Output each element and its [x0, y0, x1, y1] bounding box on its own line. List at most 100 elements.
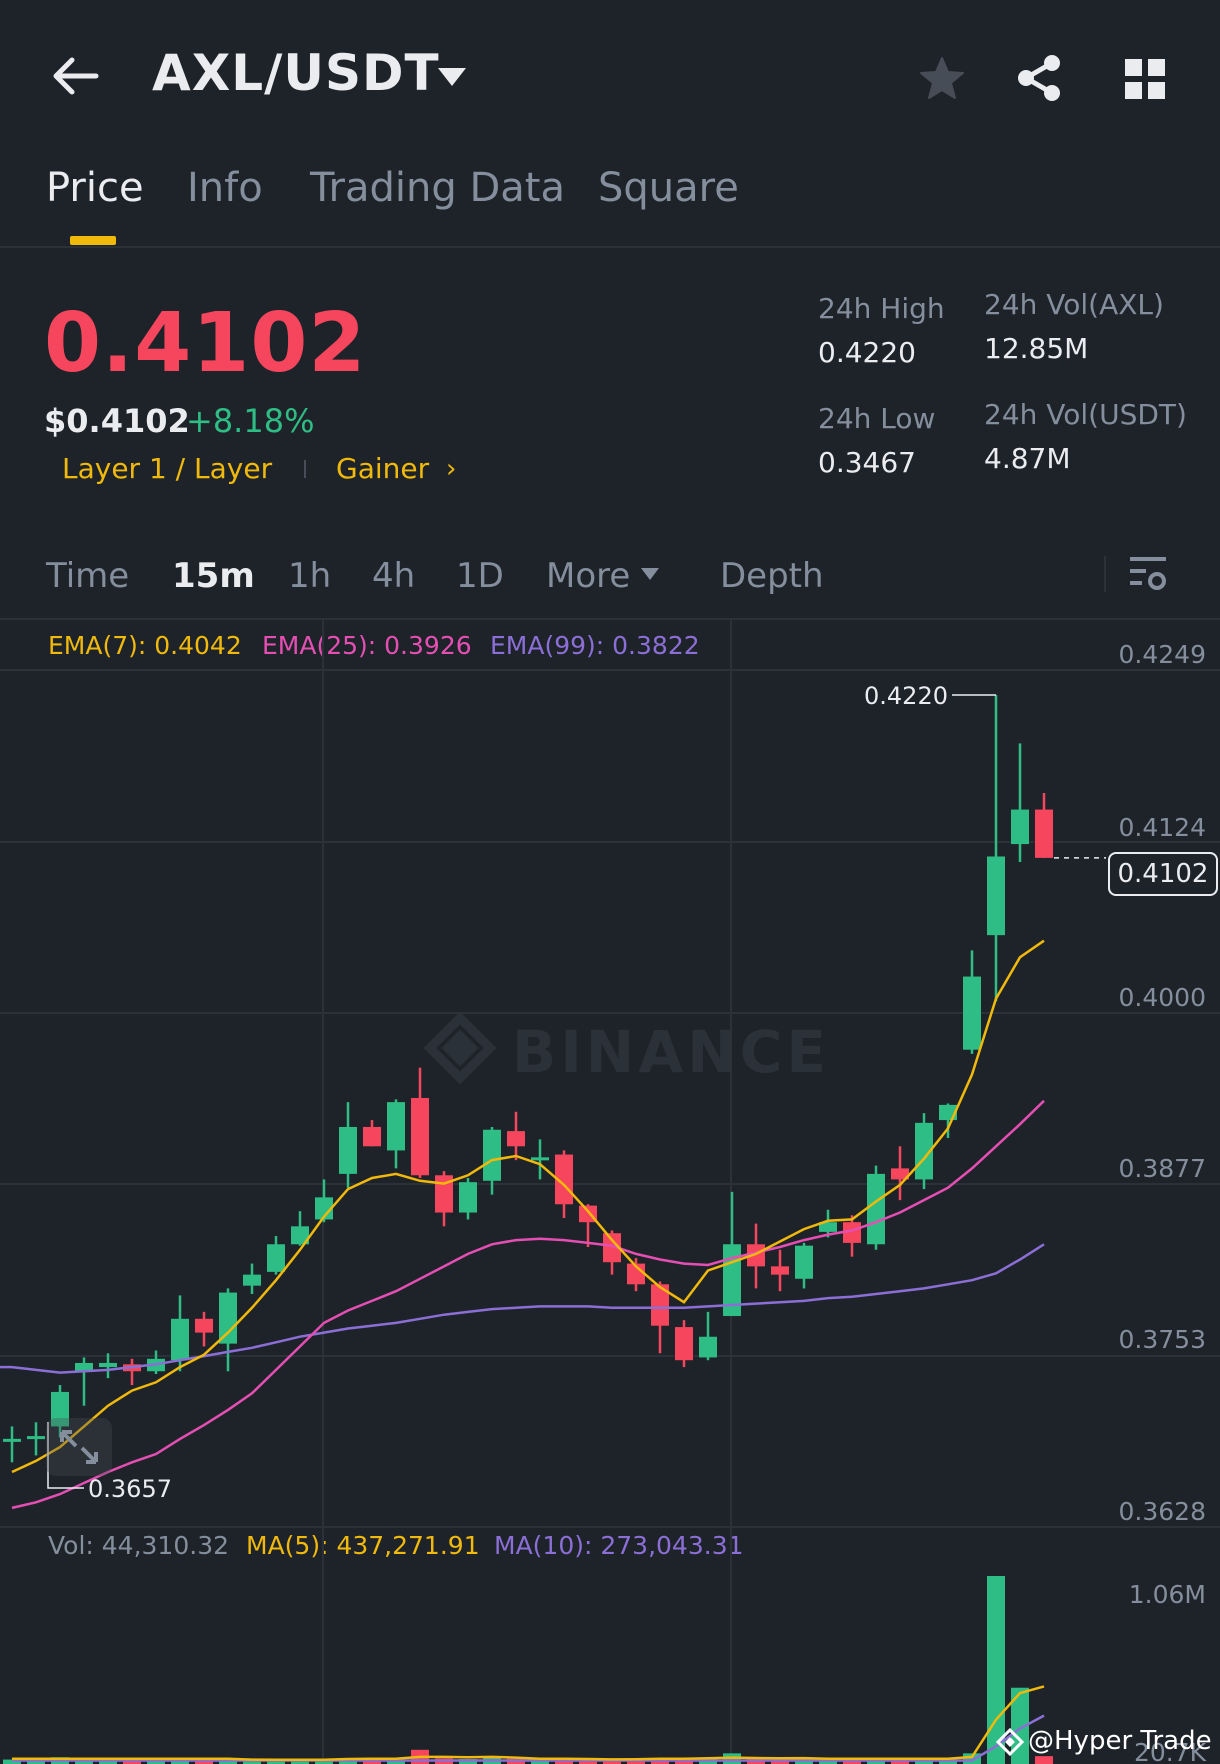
- more-dropdown-icon[interactable]: [640, 566, 660, 580]
- candle-body: [27, 1436, 45, 1440]
- candle-body: [75, 1362, 93, 1372]
- volume-bar: [579, 1759, 597, 1764]
- credit-text: @Hyper Trade 1: [1028, 1726, 1220, 1756]
- volume-ma-lines: [12, 1685, 1045, 1762]
- low-marker-label: 0.3657: [88, 1475, 172, 1503]
- candle-body: [963, 976, 981, 1050]
- candle-body: [699, 1336, 717, 1358]
- candlestick-chart[interactable]: 0.4220 0.3657: [0, 620, 1220, 1764]
- volume-bar: [195, 1759, 213, 1764]
- candle-body: [387, 1102, 405, 1151]
- fullscreen-toggle-icon[interactable]: [46, 1418, 112, 1476]
- candle-body: [435, 1175, 453, 1213]
- candle-body: [363, 1126, 381, 1147]
- tab-trading-data[interactable]: Trading Data: [310, 165, 565, 211]
- interval-15m[interactable]: 15m: [172, 556, 255, 596]
- candle-body: [867, 1173, 885, 1245]
- last-price: 0.4102: [44, 296, 367, 391]
- candle-body: [603, 1233, 621, 1263]
- candle-body: [291, 1226, 309, 1245]
- tab-square[interactable]: Square: [598, 165, 739, 211]
- volume-tick: 20.7K: [1133, 1738, 1206, 1764]
- volume-bar: [963, 1753, 981, 1764]
- volume-bar: [315, 1760, 333, 1764]
- chart-settings-icon[interactable]: [1128, 554, 1168, 594]
- usd-price: $0.4102: [44, 402, 190, 440]
- candle-body: [819, 1222, 837, 1232]
- tab-info[interactable]: Info: [187, 165, 263, 211]
- candle-body: [219, 1292, 237, 1344]
- ema-lines: [0, 939, 1045, 1510]
- price-tick: 0.4249: [1118, 640, 1206, 669]
- volume-label: Vol: 44,310.32: [48, 1531, 230, 1560]
- price-tick: 0.4000: [1118, 983, 1206, 1012]
- candle-body: [507, 1131, 525, 1147]
- low-marker-line: [47, 1421, 84, 1489]
- candle-body: [411, 1097, 429, 1176]
- favorite-star-icon[interactable]: [918, 56, 966, 102]
- vol-base-value: 12.85M: [984, 332, 1089, 365]
- interval-1d[interactable]: 1D: [456, 556, 504, 596]
- ema7-line: [11, 939, 1045, 1474]
- candle-body: [747, 1244, 765, 1267]
- candles: [3, 695, 1053, 1463]
- volume-bar: [291, 1760, 309, 1764]
- low-label: 24h Low: [818, 402, 936, 435]
- candle-body: [1011, 809, 1029, 845]
- candle-body: [339, 1126, 357, 1174]
- grid-menu-icon[interactable]: [1124, 58, 1166, 100]
- vol-quote-value: 4.87M: [984, 442, 1071, 475]
- ma10-label: MA(10): 273,043.31: [494, 1531, 744, 1560]
- candle-body: [459, 1182, 477, 1213]
- candle-body: [51, 1391, 69, 1427]
- candle-body: [1035, 809, 1053, 858]
- interval-separator: [1104, 556, 1106, 592]
- candle-body: [843, 1222, 861, 1243]
- depth-tab[interactable]: Depth: [720, 556, 824, 596]
- interval-1h[interactable]: 1h: [288, 556, 332, 596]
- low-value: 0.3467: [818, 446, 916, 479]
- volume-bar: [243, 1760, 261, 1764]
- volume-bars: [3, 1576, 1053, 1764]
- interval-time[interactable]: Time: [46, 556, 130, 596]
- active-tab-indicator: [70, 236, 116, 245]
- pair-dropdown-icon[interactable]: [436, 66, 468, 88]
- candle-body: [795, 1245, 813, 1279]
- vol-base-label: 24h Vol(AXL): [984, 288, 1164, 321]
- price-tick: 0.3628: [1118, 1497, 1206, 1526]
- chart-grid: [0, 620, 1220, 1764]
- volume-bar: [123, 1760, 141, 1764]
- volume-bar: [1035, 1756, 1053, 1764]
- gainer-tag[interactable]: Gainer: [336, 452, 430, 485]
- chevron-right-icon[interactable]: ›: [446, 454, 457, 484]
- volume-bar: [267, 1760, 285, 1764]
- share-icon[interactable]: [1016, 54, 1062, 102]
- volume-bar: [627, 1760, 645, 1764]
- back-arrow-icon[interactable]: [50, 56, 100, 96]
- sector-tag[interactable]: Layer 1 / Layer: [62, 452, 273, 485]
- candle-body: [987, 856, 1005, 936]
- volume-bar: [603, 1760, 621, 1764]
- candle-body: [195, 1318, 213, 1333]
- candle-body: [723, 1244, 741, 1317]
- binance-watermark-icon: [423, 1011, 497, 1085]
- price-tick: 0.3877: [1118, 1154, 1206, 1183]
- candle-body: [267, 1244, 285, 1272]
- price-annotations: 0.4220 0.3657: [47, 682, 1106, 1503]
- candle-body: [675, 1327, 693, 1361]
- price-change-percent: +8.18%: [186, 402, 315, 440]
- volume-bar: [1011, 1687, 1029, 1764]
- pair-title[interactable]: AXL/USDT: [152, 44, 440, 102]
- ema25-line: [11, 1099, 1045, 1510]
- tab-price[interactable]: Price: [46, 165, 144, 211]
- candle-body: [531, 1157, 549, 1161]
- current-price-tag[interactable]: 0.4102: [1108, 852, 1218, 896]
- candle-body: [651, 1284, 669, 1326]
- candle-body: [555, 1154, 573, 1205]
- ema99-label: EMA(99): 0.3822: [490, 631, 700, 660]
- ma10-line: [12, 1714, 1045, 1762]
- divider: [0, 246, 1220, 248]
- interval-4h[interactable]: 4h: [372, 556, 416, 596]
- price-tick: 0.4124: [1118, 813, 1206, 842]
- interval-more[interactable]: More: [546, 556, 631, 596]
